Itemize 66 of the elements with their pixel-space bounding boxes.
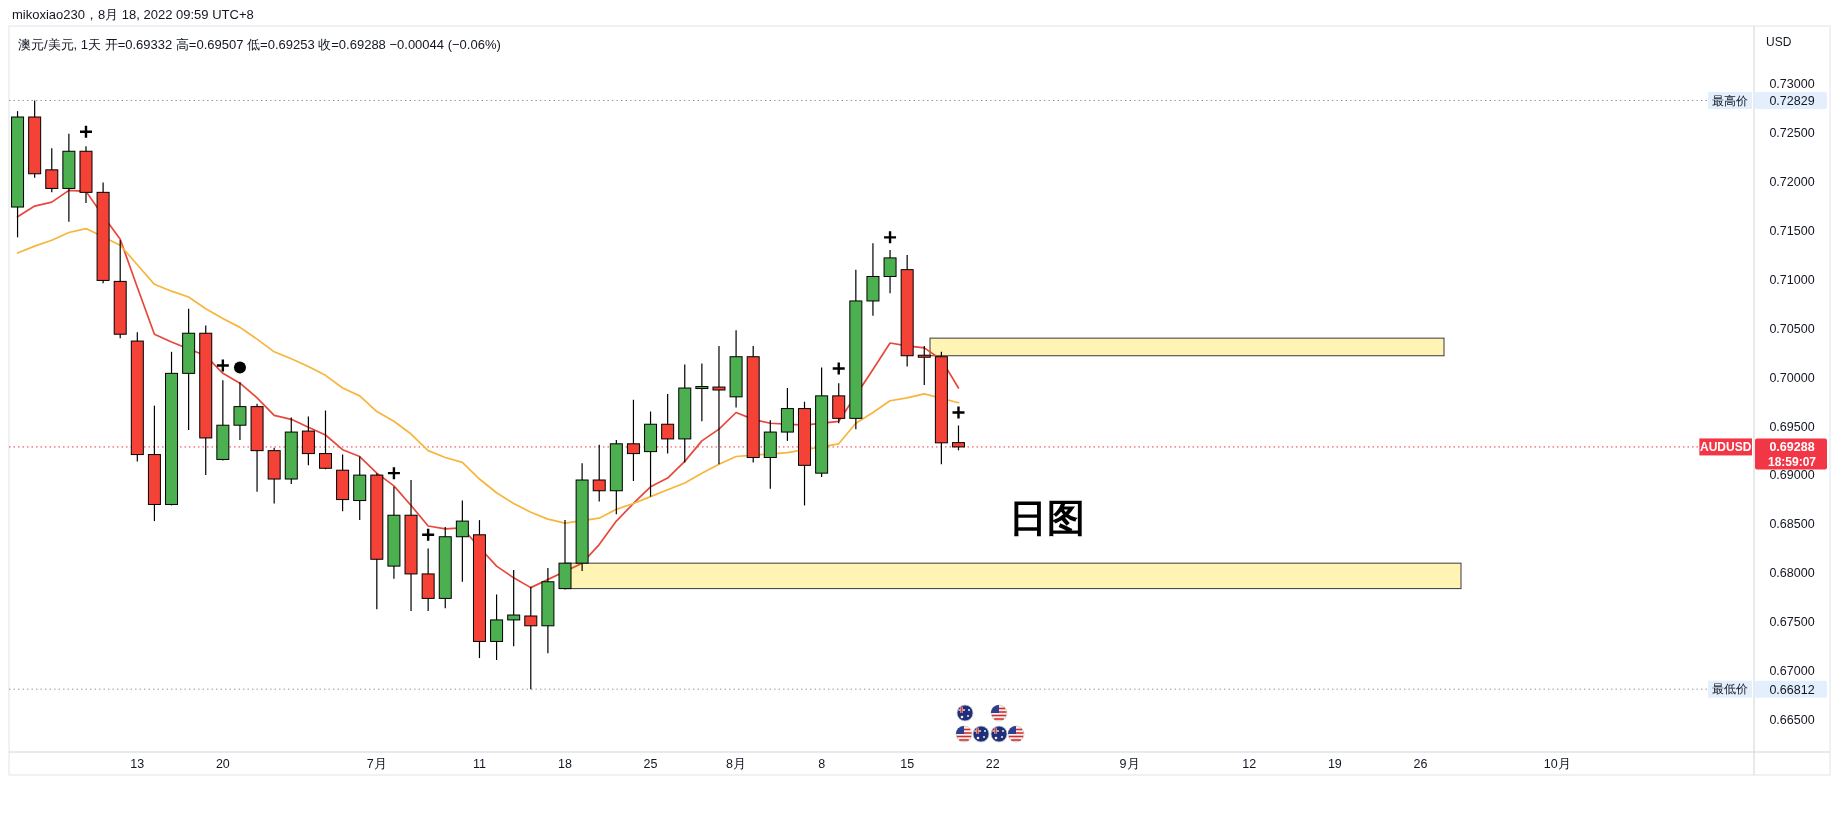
y-tick-label: 0.72829 [1769,93,1815,108]
y-tick-label: 0.67500 [1769,615,1815,630]
text: 18:59:07 [1767,455,1817,470]
candlestick [695,362,709,422]
candlestick [712,345,726,465]
point [78,124,94,139]
y-tick-label: 0.72000 [1769,174,1815,189]
y-axis-title: USD [1766,35,1792,49]
y-tick-label: 0.69500 [1769,419,1815,434]
candlestick [45,147,59,193]
y-tick-label: 0.71000 [1769,272,1815,287]
y-tick-label: 0.68500 [1769,517,1815,532]
y-tick-label: 0.66500 [1769,713,1815,728]
x-tick-label: 7月 [366,757,387,771]
x-tick-label: 25 [643,757,658,771]
x-tick-label: 9月 [1119,757,1140,771]
candlestick [780,387,794,442]
candlestick [233,381,247,441]
y-tick-label: 0.69288 [1769,440,1815,455]
y-tick-label: 0.71500 [1769,223,1815,238]
x-tick-label: 8月 [726,757,747,771]
ref-line-label: 最高价 [1712,93,1748,108]
candlestick [951,424,965,451]
x-tick-label: 11 [472,757,486,771]
x-tick-label: 15 [900,757,915,771]
candlestick [832,382,846,424]
candlestick [917,345,931,386]
line-series [16,227,960,524]
y-tick-label: 0.70000 [1769,370,1815,385]
text: 澳元/美元, 1天 开=0.69332 高=0.69507 低=0.69253 收=0.69288 −0.00044 (−0.06%) [18,37,501,52]
point [233,361,246,374]
candlestick [319,409,332,470]
candlestick [883,249,897,294]
candlestick [592,444,606,503]
x-tick-label: 22 [985,757,1000,771]
candlestick [626,399,640,482]
y-tick-label: 0.69000 [1769,468,1815,483]
candlestick [507,569,521,647]
candlestick [301,415,315,466]
text: mikoxiao230，8月 18, 2022 09:59 UTC+8 [12,7,254,22]
x-tick-label: 20 [215,757,230,771]
point [882,230,898,245]
y-tick-label: 0.67000 [1769,664,1815,679]
candlestick [490,593,504,661]
ref-line-label: AUDUSD [1700,440,1752,455]
y-tick-label: 0.73000 [1769,77,1815,92]
point [215,358,231,373]
candlestick [661,393,675,455]
y-tick-label: 0.68000 [1769,566,1815,581]
x-tick-label: 12 [1242,757,1257,771]
point [386,465,402,481]
ref-line-label: 最低价 [1712,682,1748,697]
y-tick-label: 0.70500 [1769,321,1815,336]
x-tick-label: 13 [130,757,145,771]
y-tick-label: 0.66812 [1769,682,1815,697]
x-tick-label: 8 [818,757,826,771]
y-tick-label: 0.72500 [1769,126,1815,141]
x-tick-label: 18 [558,757,572,771]
annotation: 日图 [1009,497,1085,539]
point [420,527,436,542]
point [951,405,966,420]
candlestick [455,499,469,583]
x-tick-label: 26 [1413,757,1428,771]
x-tick-label: 19 [1327,757,1342,771]
point [831,361,846,376]
x-tick-label: 10月 [1543,757,1571,771]
